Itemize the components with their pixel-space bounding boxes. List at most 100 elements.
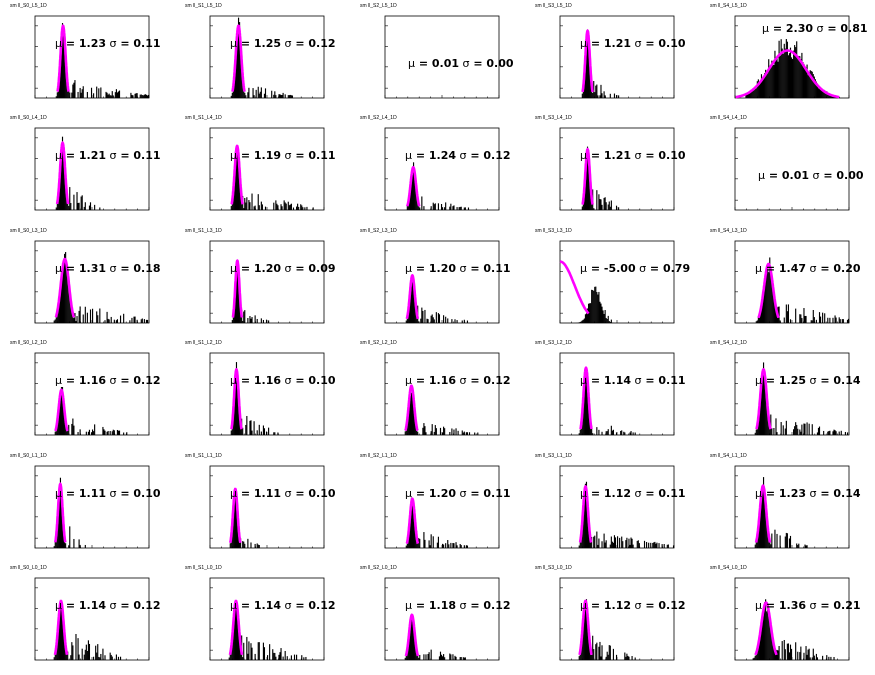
histogram-bin — [146, 95, 149, 98]
histogram-bin — [772, 62, 774, 98]
histogram-bin — [251, 317, 253, 323]
histogram-bin — [593, 649, 595, 660]
histogram-bin — [258, 642, 260, 660]
histogram-bin — [253, 421, 255, 435]
histogram-bin — [459, 206, 461, 210]
histogram-bin — [452, 654, 454, 660]
histogram-bin — [634, 657, 636, 660]
histogram-plot — [384, 127, 500, 211]
mean-value: 1.31 — [78, 262, 107, 275]
mu-symbol: μ — [755, 599, 762, 612]
histogram-bin — [409, 187, 412, 210]
plot-frame — [559, 465, 675, 549]
histogram-bin — [584, 609, 587, 660]
histogram-bin — [772, 639, 774, 660]
histogram-bin — [608, 321, 610, 323]
histogram-bin — [636, 540, 638, 548]
histogram-bin — [463, 431, 465, 435]
histogram-bin — [111, 431, 113, 435]
fit-annotation: μ = 1.20 σ = 0.11 — [405, 262, 511, 275]
histogram-plot — [559, 465, 675, 549]
histogram-bin — [603, 313, 605, 323]
histogram-bin — [755, 88, 757, 98]
histogram-bin — [68, 206, 70, 210]
histogram-bin — [442, 432, 444, 435]
histogram-bin — [116, 92, 119, 98]
histogram-bin — [250, 643, 252, 660]
histogram-bin — [804, 315, 806, 323]
histogram-bin — [437, 313, 439, 323]
histogram-bin — [779, 320, 781, 323]
histogram-bin — [601, 541, 603, 548]
plot-frame — [734, 352, 850, 436]
panel-title: sm ll_S0_L3_1D — [10, 228, 47, 234]
fit-annotation: μ = 1.14 σ = 0.12 — [230, 599, 336, 612]
sigma-value: 0.11 — [133, 37, 161, 50]
histogram-bin — [785, 39, 787, 98]
histogram-bin — [414, 633, 416, 660]
histogram-bin — [817, 88, 820, 98]
sigma-value: 0.10 — [308, 487, 336, 500]
histogram-bin — [72, 645, 74, 660]
histogram-bin — [764, 602, 766, 660]
histogram-bin — [79, 87, 81, 98]
histogram-bin — [769, 65, 771, 98]
mean-value: 1.24 — [428, 149, 457, 162]
histogram-bin — [230, 95, 232, 98]
mu-symbol: μ — [405, 374, 412, 387]
histogram-bin — [263, 428, 266, 435]
histogram-bin — [774, 529, 776, 548]
gaussian-fit-curve — [54, 257, 76, 318]
histogram-bin — [619, 537, 621, 548]
histogram-bin — [598, 646, 600, 660]
panel-title: sm ll_S3_L1_1D — [535, 453, 572, 459]
histogram-bin — [73, 194, 75, 210]
histogram-bin — [430, 534, 432, 548]
histogram-bin — [613, 93, 616, 98]
histogram-bin — [596, 531, 598, 548]
histogram-bin — [292, 207, 295, 210]
histogram-bin — [829, 317, 831, 323]
histogram-bin — [444, 657, 446, 660]
histogram-bin — [606, 651, 608, 660]
histogram-bin — [256, 318, 258, 323]
histogram-bin — [118, 430, 121, 435]
histogram-bin — [630, 431, 632, 435]
histogram-panel: sm ll_S1_L1_1D μ = 1.11 σ = 0.10 — [175, 450, 350, 562]
histogram-bin — [747, 93, 749, 98]
histogram-bin — [99, 207, 101, 210]
histogram-bin — [123, 432, 125, 435]
histogram-bin — [264, 88, 267, 98]
histogram-bin — [799, 314, 801, 323]
histogram-bin — [99, 308, 101, 323]
histogram-bin — [265, 431, 268, 435]
histogram-bin — [70, 203, 72, 210]
histogram-plot — [559, 127, 675, 211]
mean-value: 1.18 — [428, 599, 457, 612]
histogram-bin — [782, 425, 784, 435]
histogram-bin — [228, 657, 230, 660]
histogram-bin — [765, 502, 767, 548]
histogram-bin — [581, 320, 583, 323]
panel-title: sm ll_S4_L5_1D — [710, 3, 747, 9]
histogram-bin — [284, 202, 286, 210]
histogram-bin — [305, 656, 307, 660]
histogram-bin — [109, 430, 111, 435]
histogram-bin — [847, 318, 850, 323]
histogram-bin — [60, 42, 63, 98]
histogram-bin — [234, 371, 237, 435]
histogram-bin — [59, 292, 62, 323]
histogram-bin — [753, 87, 755, 98]
histogram-bin — [414, 411, 416, 435]
histogram-bin — [579, 541, 581, 548]
histogram-bin — [786, 533, 788, 548]
histogram-bin — [423, 206, 425, 210]
histogram-bin — [86, 91, 88, 98]
histogram-bin — [821, 89, 823, 98]
histogram-bin — [85, 644, 87, 660]
histogram-bin — [812, 309, 814, 323]
histogram-bin — [795, 308, 797, 323]
plot-frame — [559, 127, 675, 211]
histogram-bin — [445, 202, 447, 210]
mu-symbol: μ — [55, 487, 62, 500]
